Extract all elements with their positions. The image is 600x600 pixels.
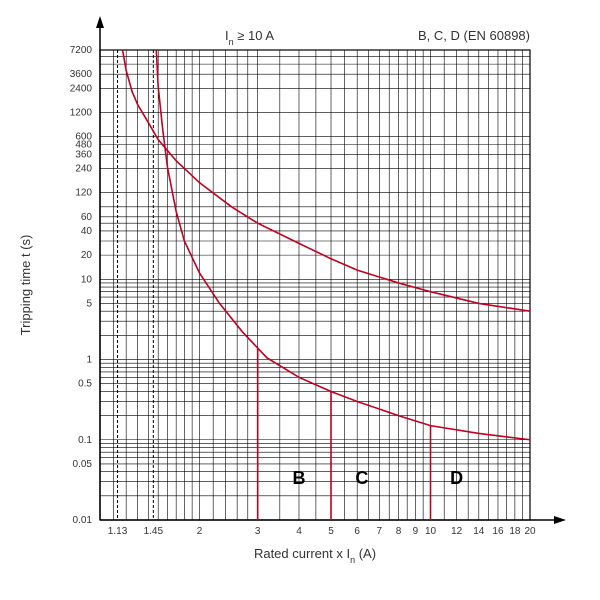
svg-text:360: 360	[75, 149, 92, 160]
svg-text:18: 18	[509, 526, 521, 537]
svg-text:10: 10	[425, 526, 437, 537]
y-axis-label: Tripping time t (s)	[18, 235, 33, 336]
svg-text:7: 7	[377, 526, 383, 537]
svg-text:1: 1	[86, 355, 92, 366]
svg-text:6: 6	[354, 526, 360, 537]
svg-text:0.01: 0.01	[73, 515, 93, 526]
svg-text:0.05: 0.05	[73, 459, 93, 470]
svg-text:1.45: 1.45	[144, 526, 164, 537]
svg-text:5: 5	[328, 526, 334, 537]
tripping-time-chart: 7200360024001200600480360240120604020105…	[0, 0, 600, 600]
svg-text:40: 40	[81, 226, 93, 237]
svg-text:12: 12	[451, 526, 463, 537]
svg-text:120: 120	[75, 188, 92, 199]
svg-text:10: 10	[81, 274, 93, 285]
svg-text:20: 20	[81, 250, 93, 261]
svg-text:4: 4	[296, 526, 302, 537]
svg-text:5: 5	[86, 298, 92, 309]
svg-text:16: 16	[492, 526, 504, 537]
svg-text:14: 14	[473, 526, 485, 537]
svg-text:0.1: 0.1	[78, 435, 92, 446]
svg-text:3: 3	[255, 526, 261, 537]
svg-text:60: 60	[81, 212, 93, 223]
svg-text:20: 20	[524, 526, 536, 537]
svg-text:1.13: 1.13	[108, 526, 128, 537]
svg-text:2: 2	[197, 526, 203, 537]
svg-text:3600: 3600	[70, 69, 93, 80]
svg-text:7200: 7200	[70, 45, 93, 56]
curve-label-B: B	[292, 468, 305, 488]
curve-label-D: D	[450, 468, 463, 488]
svg-text:1200: 1200	[70, 107, 93, 118]
svg-text:9: 9	[413, 526, 419, 537]
title-right: B, C, D (EN 60898)	[418, 28, 530, 43]
svg-text:2400: 2400	[70, 83, 93, 94]
curve-label-C: C	[355, 468, 368, 488]
svg-text:240: 240	[75, 164, 92, 175]
svg-text:8: 8	[396, 526, 402, 537]
svg-text:0.5: 0.5	[78, 379, 92, 390]
